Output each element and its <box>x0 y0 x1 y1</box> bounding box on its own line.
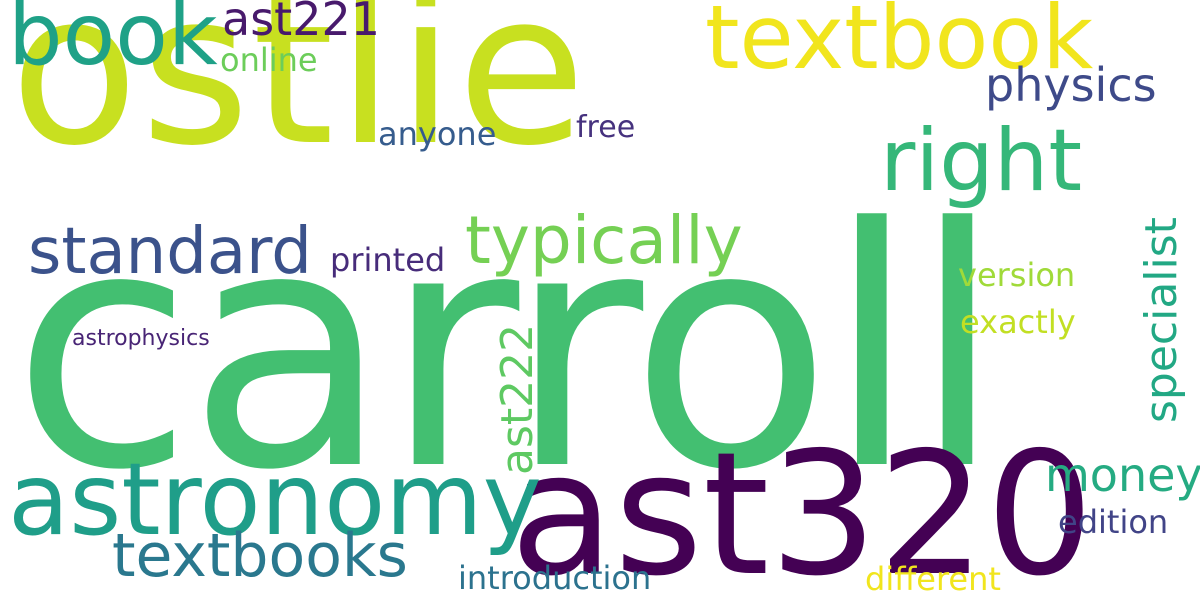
word-online: online <box>220 41 318 79</box>
word-ast221: ast221 <box>222 0 380 46</box>
word-ast320: ast320 <box>510 416 1094 600</box>
word-book: book <box>8 0 218 85</box>
word-textbooks: textbooks <box>112 521 408 591</box>
word-astronomy: astronomy <box>8 441 542 558</box>
word-edition: edition <box>1058 503 1169 541</box>
word-free: free <box>576 110 636 145</box>
word-introduction: introduction <box>458 559 652 597</box>
word-carroll: carroll <box>12 158 1003 542</box>
word-right: right <box>880 111 1083 211</box>
word-version: version <box>958 256 1076 294</box>
word-standard: standard <box>28 215 312 289</box>
word-exactly: exactly <box>960 303 1076 341</box>
word-money: money <box>1045 448 1200 502</box>
word-textbook: textbook <box>705 0 1094 89</box>
word-typically: typically <box>465 202 743 279</box>
word-physics: physics <box>985 58 1157 112</box>
word-different: different <box>865 560 1001 598</box>
word-ast222: ast222 <box>492 323 543 475</box>
word-specialist: specialist <box>1136 217 1187 423</box>
word-astrophysics: astrophysics <box>72 326 210 351</box>
word-anyone: anyone <box>378 115 497 153</box>
word-printed: printed <box>330 241 446 279</box>
word-ostlie: ostlie <box>10 0 589 192</box>
